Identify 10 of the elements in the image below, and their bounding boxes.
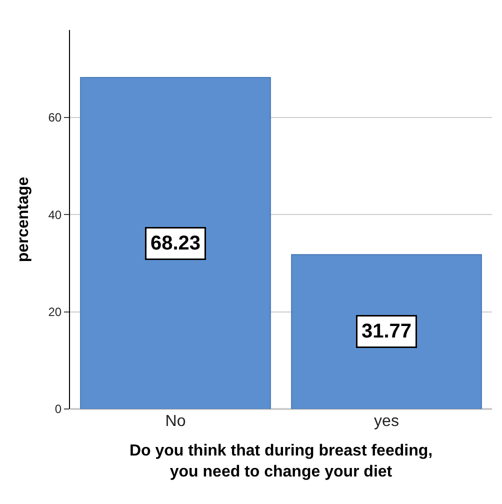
x-tick-label: yes [374, 413, 399, 430]
x-axis-title: Do you think that during breast feeding, you need to change your diet [129, 442, 433, 480]
y-tick-label: 40 [48, 208, 62, 222]
data-label: 68.23 [150, 232, 201, 254]
data-label: 31.77 [362, 320, 412, 342]
y-tick-label: 0 [54, 402, 62, 416]
y-tick-label: 60 [48, 110, 62, 125]
y-axis-title: percentage [15, 176, 32, 262]
y-tick-label: 20 [48, 305, 62, 320]
x-tick-label: No [165, 413, 186, 430]
